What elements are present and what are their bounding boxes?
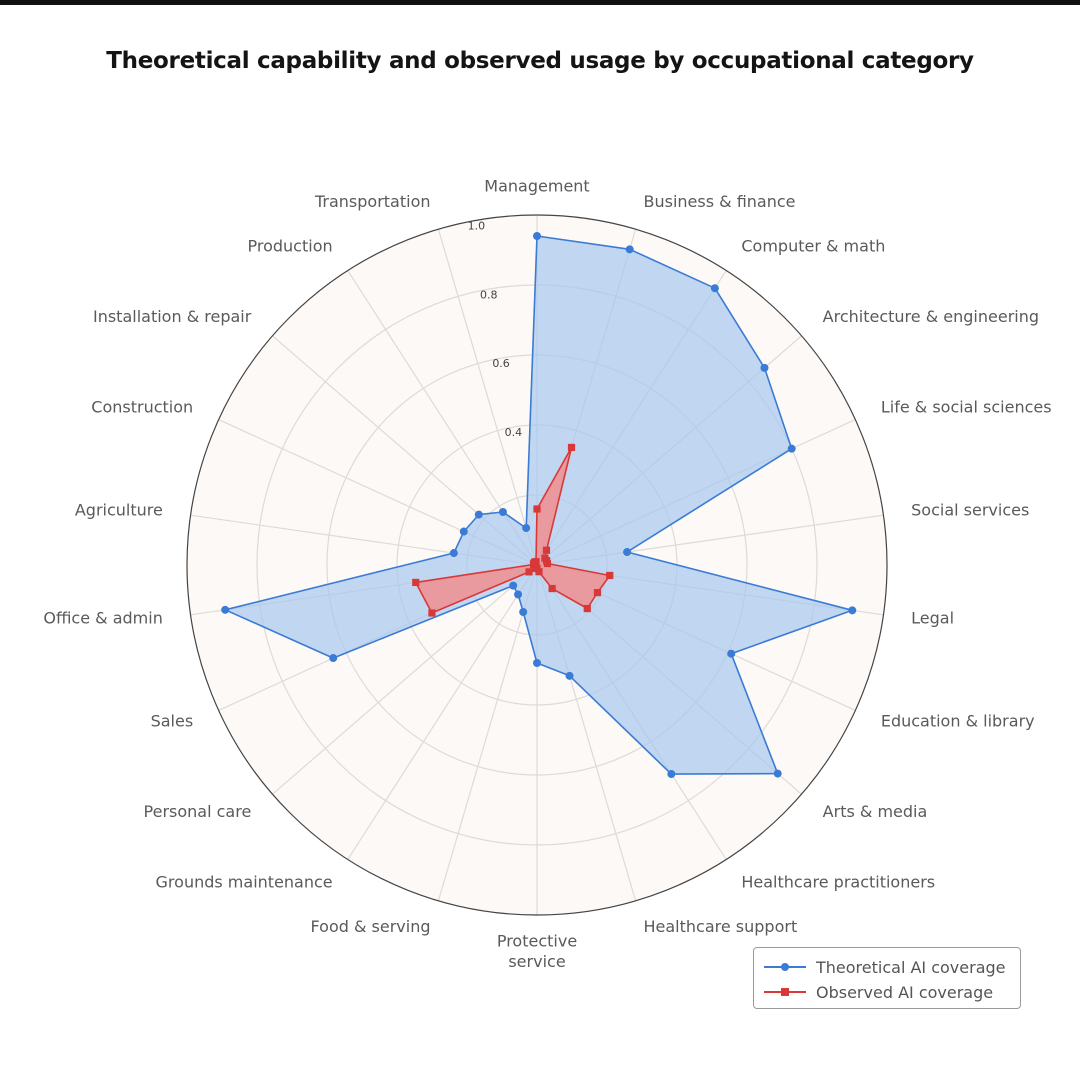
data-point-theoretical (509, 581, 518, 590)
data-point-observed (428, 609, 436, 617)
data-point-theoretical (533, 659, 541, 667)
data-point-theoretical (522, 524, 531, 533)
category-label: Transportation (314, 192, 431, 211)
data-point-theoretical (710, 284, 719, 293)
legend-item-observed: Observed AI coverage (764, 981, 993, 1003)
data-point-theoretical (848, 606, 857, 615)
radial-tick-labels: 0.4 0.6 0.8 1.0 (468, 219, 522, 439)
data-point-theoretical (519, 608, 528, 617)
grid-spoke (347, 564, 538, 860)
data-point-theoretical (474, 510, 483, 519)
legend-label-observed: Observed AI coverage (816, 982, 994, 1002)
category-label: Sales (151, 712, 194, 731)
outer-ring (186, 214, 888, 916)
data-point-theoretical (498, 508, 507, 517)
category-label: Healthcare practitioners (741, 872, 935, 891)
legend: Theoretical AI coverage Observed AI cove… (753, 947, 1021, 1009)
data-point-theoretical (773, 769, 782, 778)
category-label: Architecture & engineering (823, 307, 1039, 326)
category-label: Production (248, 237, 333, 256)
data-point-observed (606, 571, 614, 580)
category-label: Agriculture (75, 501, 163, 520)
category-label: Protective service (497, 931, 577, 971)
category-label: Education & library (881, 712, 1035, 731)
data-point-observed (525, 568, 533, 576)
radial-tick-label: 0.6 (492, 357, 510, 370)
radial-tick-label: 0.8 (480, 288, 498, 301)
grid-spoke (437, 564, 538, 901)
data-point-observed (532, 558, 540, 566)
data-point-observed (533, 505, 541, 513)
series-layer (221, 232, 857, 779)
data-point-theoretical (760, 363, 769, 372)
category-label: Food & serving (311, 917, 431, 936)
data-point-theoretical (514, 590, 523, 599)
data-point-observed (412, 578, 420, 587)
data-point-theoretical (667, 770, 676, 779)
chart-title: Theoretical capability and observed usag… (106, 48, 974, 74)
data-point-theoretical (565, 671, 574, 680)
data-point-theoretical (625, 245, 634, 254)
data-point-theoretical (221, 605, 230, 614)
category-label: Management (484, 177, 589, 196)
data-point-theoretical (787, 444, 796, 453)
category-label: Office & admin (43, 608, 162, 627)
category-label: Legal (911, 608, 954, 627)
data-point-theoretical (459, 527, 468, 536)
category-label: Life & social sciences (881, 397, 1052, 416)
category-label: Personal care (144, 802, 252, 821)
category-label: Business & finance (643, 192, 795, 211)
data-point-observed (543, 559, 551, 568)
radial-tick-label: 0.4 (505, 426, 523, 439)
data-point-theoretical (623, 548, 632, 557)
data-point-observed (593, 589, 602, 597)
data-point-theoretical (329, 654, 338, 663)
data-point-theoretical (533, 232, 541, 240)
category-label: Computer & math (741, 237, 885, 256)
data-point-observed (567, 443, 576, 452)
legend-item-theoretical: Theoretical AI coverage (764, 956, 1006, 978)
category-labels: Management Business & finance Computer & m… (43, 177, 1051, 971)
category-label: Healthcare support (643, 917, 797, 936)
radial-tick-label: 1.0 (468, 219, 486, 232)
grid-spoke (272, 564, 538, 795)
data-point-observed (542, 546, 551, 554)
data-point-theoretical (727, 649, 736, 658)
legend-swatch-observed (764, 985, 806, 999)
category-label: Arts & media (823, 802, 928, 821)
legend-swatch-theoretical (764, 960, 806, 974)
category-label: Social services (911, 501, 1029, 520)
data-point-theoretical (449, 549, 458, 558)
grid-spoke (437, 229, 538, 566)
category-label: Installation & repair (93, 307, 252, 326)
data-point-observed (548, 584, 556, 593)
data-point-observed (583, 604, 591, 613)
top-edge-bar (0, 0, 1080, 5)
category-label: Construction (91, 397, 193, 416)
legend-label-theoretical: Theoretical AI coverage (816, 957, 1006, 977)
category-label: Grounds maintenance (156, 872, 333, 891)
